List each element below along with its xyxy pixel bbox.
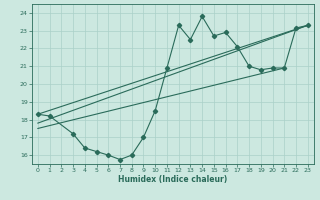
X-axis label: Humidex (Indice chaleur): Humidex (Indice chaleur) <box>118 175 228 184</box>
